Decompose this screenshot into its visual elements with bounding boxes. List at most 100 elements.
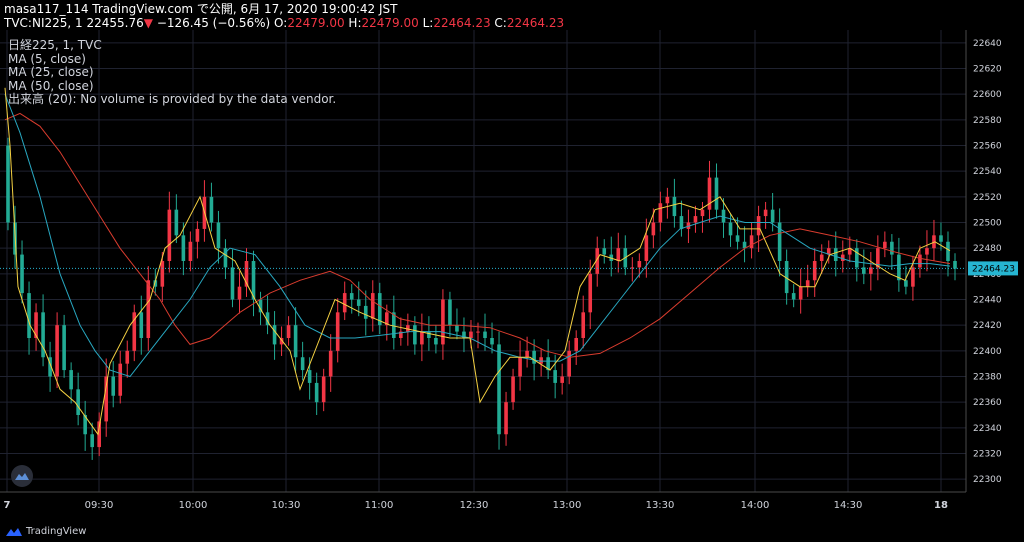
candle-body bbox=[97, 421, 101, 448]
candle-body bbox=[918, 254, 922, 268]
candle-body bbox=[195, 228, 200, 242]
candle-body bbox=[349, 293, 354, 300]
price-tick-label: 22560 bbox=[973, 142, 1002, 152]
time-tick-label: 7 bbox=[4, 500, 11, 511]
candle-body bbox=[553, 370, 557, 383]
candle-body bbox=[139, 312, 144, 338]
candle-body bbox=[574, 338, 578, 351]
candles bbox=[6, 137, 957, 460]
time-tick-label: 11:00 bbox=[365, 500, 394, 511]
price-tick-label: 22580 bbox=[973, 116, 1002, 126]
candle-body bbox=[125, 350, 130, 364]
time-tick-label: 13:00 bbox=[553, 500, 582, 511]
candle-body bbox=[763, 209, 768, 217]
publish-info: masa117_114 TradingView.com で公開, 6月 17, … bbox=[4, 2, 398, 16]
candle-body bbox=[819, 254, 824, 261]
candle-body bbox=[469, 331, 473, 338]
candle-body bbox=[630, 267, 635, 269]
legend-title: 日経225, 1, TVC bbox=[8, 38, 102, 52]
last-price-tag-label: 22464.23 bbox=[972, 264, 1015, 274]
candle-body bbox=[890, 241, 894, 255]
candle-body bbox=[476, 331, 480, 333]
candle-body bbox=[209, 196, 214, 223]
candle-body bbox=[700, 209, 705, 217]
legend-ma50: MA (50, close) bbox=[8, 78, 94, 93]
tradingview-logo-icon bbox=[6, 527, 22, 536]
candle-body bbox=[679, 216, 684, 229]
candle-body bbox=[721, 209, 726, 223]
candle-body bbox=[497, 344, 501, 435]
candle-body bbox=[883, 241, 887, 249]
candle-body bbox=[651, 222, 656, 236]
close-label: C: bbox=[494, 16, 507, 30]
candle-body bbox=[939, 235, 943, 242]
candle-body bbox=[230, 267, 235, 300]
candle-body bbox=[363, 305, 368, 319]
candle-body bbox=[511, 376, 515, 403]
price-tick-label: 22300 bbox=[973, 475, 1002, 485]
down-arrow-icon: ▼ bbox=[143, 16, 153, 30]
candle-body bbox=[742, 241, 747, 249]
candle-body bbox=[567, 350, 571, 377]
candle-body bbox=[770, 209, 775, 223]
candle-body bbox=[293, 325, 298, 358]
candle-body bbox=[525, 350, 529, 358]
candle-body bbox=[546, 357, 550, 371]
price-tick-label: 22540 bbox=[973, 167, 1002, 177]
candle-body bbox=[953, 261, 957, 269]
candle-body bbox=[946, 241, 950, 261]
candle-body bbox=[490, 338, 494, 345]
candle-body bbox=[581, 312, 586, 338]
candle-body bbox=[314, 382, 319, 403]
price-tick-label: 22620 bbox=[973, 65, 1002, 75]
candle-body bbox=[90, 434, 94, 448]
candle-body bbox=[153, 280, 158, 287]
candle-body bbox=[897, 254, 901, 281]
candle-body bbox=[76, 389, 80, 415]
candle-body bbox=[911, 267, 915, 287]
brand-name: TradingView bbox=[26, 526, 87, 537]
candle-body bbox=[420, 331, 424, 345]
candle-body bbox=[286, 325, 291, 338]
candle-body bbox=[265, 312, 270, 326]
candle-body bbox=[392, 312, 396, 338]
candle-body bbox=[812, 261, 817, 281]
candle-body bbox=[658, 203, 663, 223]
candle-body bbox=[132, 312, 137, 351]
candle-body bbox=[728, 222, 733, 236]
candle-body bbox=[223, 248, 228, 268]
candle-body bbox=[665, 196, 670, 204]
candle-body bbox=[104, 376, 109, 422]
ma5-line bbox=[4, 87, 951, 436]
candle-body bbox=[399, 331, 403, 338]
time-tick-label: 09:30 bbox=[85, 500, 114, 511]
candle-body bbox=[181, 235, 186, 261]
candle-body bbox=[342, 293, 347, 313]
candle-body bbox=[532, 350, 536, 364]
candle-body bbox=[251, 261, 256, 300]
candle-body bbox=[826, 248, 831, 255]
candle-body bbox=[595, 248, 600, 274]
tradingview-brand[interactable]: TradingView bbox=[5, 526, 86, 537]
legend-ma5: MA (5, close) bbox=[8, 51, 86, 66]
price-tick-label: 22320 bbox=[973, 450, 1002, 460]
open-label: O: bbox=[274, 16, 288, 30]
candle-body bbox=[356, 299, 361, 306]
candle-body bbox=[539, 357, 543, 364]
candle-body bbox=[427, 331, 431, 338]
candle-body bbox=[904, 280, 908, 287]
time-tick-label: 14:00 bbox=[741, 500, 770, 511]
candle-body bbox=[840, 254, 845, 261]
candle-body bbox=[504, 402, 508, 435]
candle-body bbox=[258, 299, 263, 313]
candle-body bbox=[735, 235, 740, 242]
candle-body bbox=[216, 222, 221, 249]
symbol-name: TVC:NI225, 1 bbox=[4, 16, 83, 30]
candle-body bbox=[34, 312, 38, 338]
candle-body bbox=[854, 248, 859, 268]
tradingview-circle-logo-icon[interactable] bbox=[11, 465, 33, 487]
candle-body bbox=[602, 248, 607, 255]
open-value: 22479.00 bbox=[287, 16, 345, 30]
candle-body bbox=[188, 241, 193, 261]
